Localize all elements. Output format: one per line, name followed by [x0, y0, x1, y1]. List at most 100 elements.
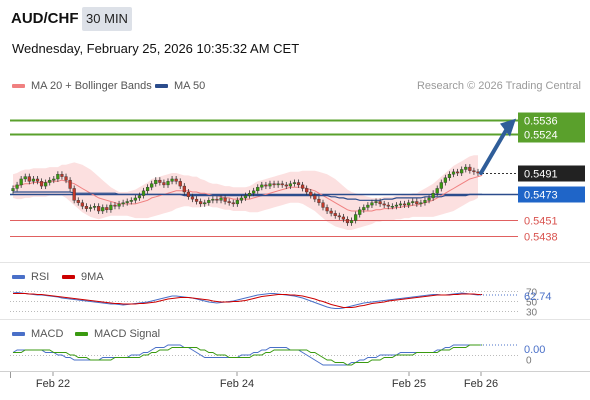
symbol-title: AUD/CHF [11, 10, 79, 27]
candle-body [313, 195, 317, 200]
research-credit: Research © 2026 Trading Central [416, 80, 581, 92]
candle-body [292, 182, 297, 184]
candle-body [451, 171, 456, 175]
candle-body [231, 202, 235, 205]
candle-body [239, 197, 244, 201]
candle-body [345, 219, 350, 224]
candle-body [15, 184, 19, 189]
legend-ma20: MA 20 + Bollinger Bands [12, 80, 152, 92]
candle-body [443, 177, 447, 183]
candle-body [88, 207, 93, 209]
candle-body [447, 174, 452, 178]
candle-body [174, 178, 178, 182]
candle-body [439, 182, 443, 189]
candle-body [203, 202, 207, 205]
candle-body [288, 183, 292, 187]
legend-ma50: MA 50 [155, 80, 205, 92]
candle-body [101, 207, 105, 212]
candle-body [435, 188, 439, 194]
legend-label: RSI [31, 271, 50, 283]
candle-body [227, 201, 231, 203]
timeframe-badge[interactable]: 30 MIN [82, 7, 132, 31]
candle-body [358, 209, 362, 215]
candle-body [170, 178, 174, 182]
candle-body [247, 192, 252, 196]
candle-body [309, 191, 313, 196]
candle-body [194, 198, 199, 202]
candle-body [329, 210, 333, 214]
candle-body [394, 204, 399, 207]
target-price-tag [518, 126, 585, 143]
candle-body [158, 179, 162, 183]
candle-body [92, 206, 97, 208]
candle-body [419, 202, 423, 205]
candle-body [260, 184, 264, 188]
candle-body [27, 176, 31, 182]
rsi-tick-label: 50 [526, 298, 538, 309]
candle-body [415, 201, 419, 205]
rsi-line [12, 291, 483, 309]
candle-body [178, 181, 182, 187]
candle-body [464, 166, 468, 170]
candle-body [84, 206, 89, 209]
candle-body [407, 202, 411, 206]
candle-body [80, 202, 84, 207]
candle-body [341, 216, 345, 220]
legend-9ma: 9MA [62, 271, 104, 283]
candle-body [431, 192, 435, 199]
candle-body [166, 181, 170, 186]
candle-body [31, 178, 35, 182]
legend-swatch [75, 332, 88, 337]
candle-body [472, 170, 476, 173]
candle-body [398, 203, 403, 206]
candle-body [109, 204, 113, 211]
pivot-price-tag [518, 186, 585, 203]
current-price-label: 0.5491 [524, 169, 558, 181]
candle-body [476, 171, 480, 174]
ma50-line [13, 191, 483, 201]
candle-body [117, 203, 121, 207]
candle-body [284, 184, 288, 187]
candle-body [390, 206, 394, 208]
x-axis: Feb 22 Feb 24 Feb 25 Feb 26 [10, 372, 498, 390]
candle-body [35, 178, 40, 182]
support-price-label: 0.5451 [524, 216, 558, 228]
target-price-tag [518, 112, 585, 129]
candle-body [370, 202, 374, 206]
chart-header: AUD/CHF 30 MIN Wednesday, February 25, 2… [11, 7, 581, 92]
legend-swatch [155, 84, 168, 89]
candle-body [23, 176, 27, 180]
legend-swatch [12, 332, 25, 337]
candle-body [162, 182, 166, 186]
legend-label: MA 50 [174, 80, 206, 92]
candle-body [211, 198, 215, 201]
candle-body [280, 183, 284, 186]
candle-body [125, 201, 129, 203]
candle-body [76, 200, 80, 203]
candle-body [129, 200, 133, 202]
candle-body [199, 201, 203, 205]
macd-value-label: 0.00 [524, 344, 545, 356]
legend-label: MA 20 + Bollinger Bands [31, 80, 152, 92]
x-tick-label: Feb 24 [220, 378, 254, 390]
legend-label: 9MA [81, 271, 104, 283]
support-price-label: 0.5438 [524, 232, 558, 244]
forecast-arrow [479, 126, 509, 176]
candle-body [52, 178, 56, 181]
candle-body [366, 204, 370, 208]
candle-body [146, 187, 150, 192]
legend-swatch [12, 84, 25, 89]
candle-body [423, 200, 427, 203]
candle-body [386, 204, 390, 207]
candle-body [182, 185, 186, 193]
candle-body [411, 201, 415, 203]
candle-body [56, 174, 60, 180]
candle-body [382, 203, 386, 206]
candle-body [456, 171, 460, 174]
legend-swatch [12, 275, 25, 280]
candle-body [64, 176, 68, 181]
candle-body [276, 183, 280, 186]
candle-body [97, 206, 101, 212]
candle-body [19, 178, 23, 186]
